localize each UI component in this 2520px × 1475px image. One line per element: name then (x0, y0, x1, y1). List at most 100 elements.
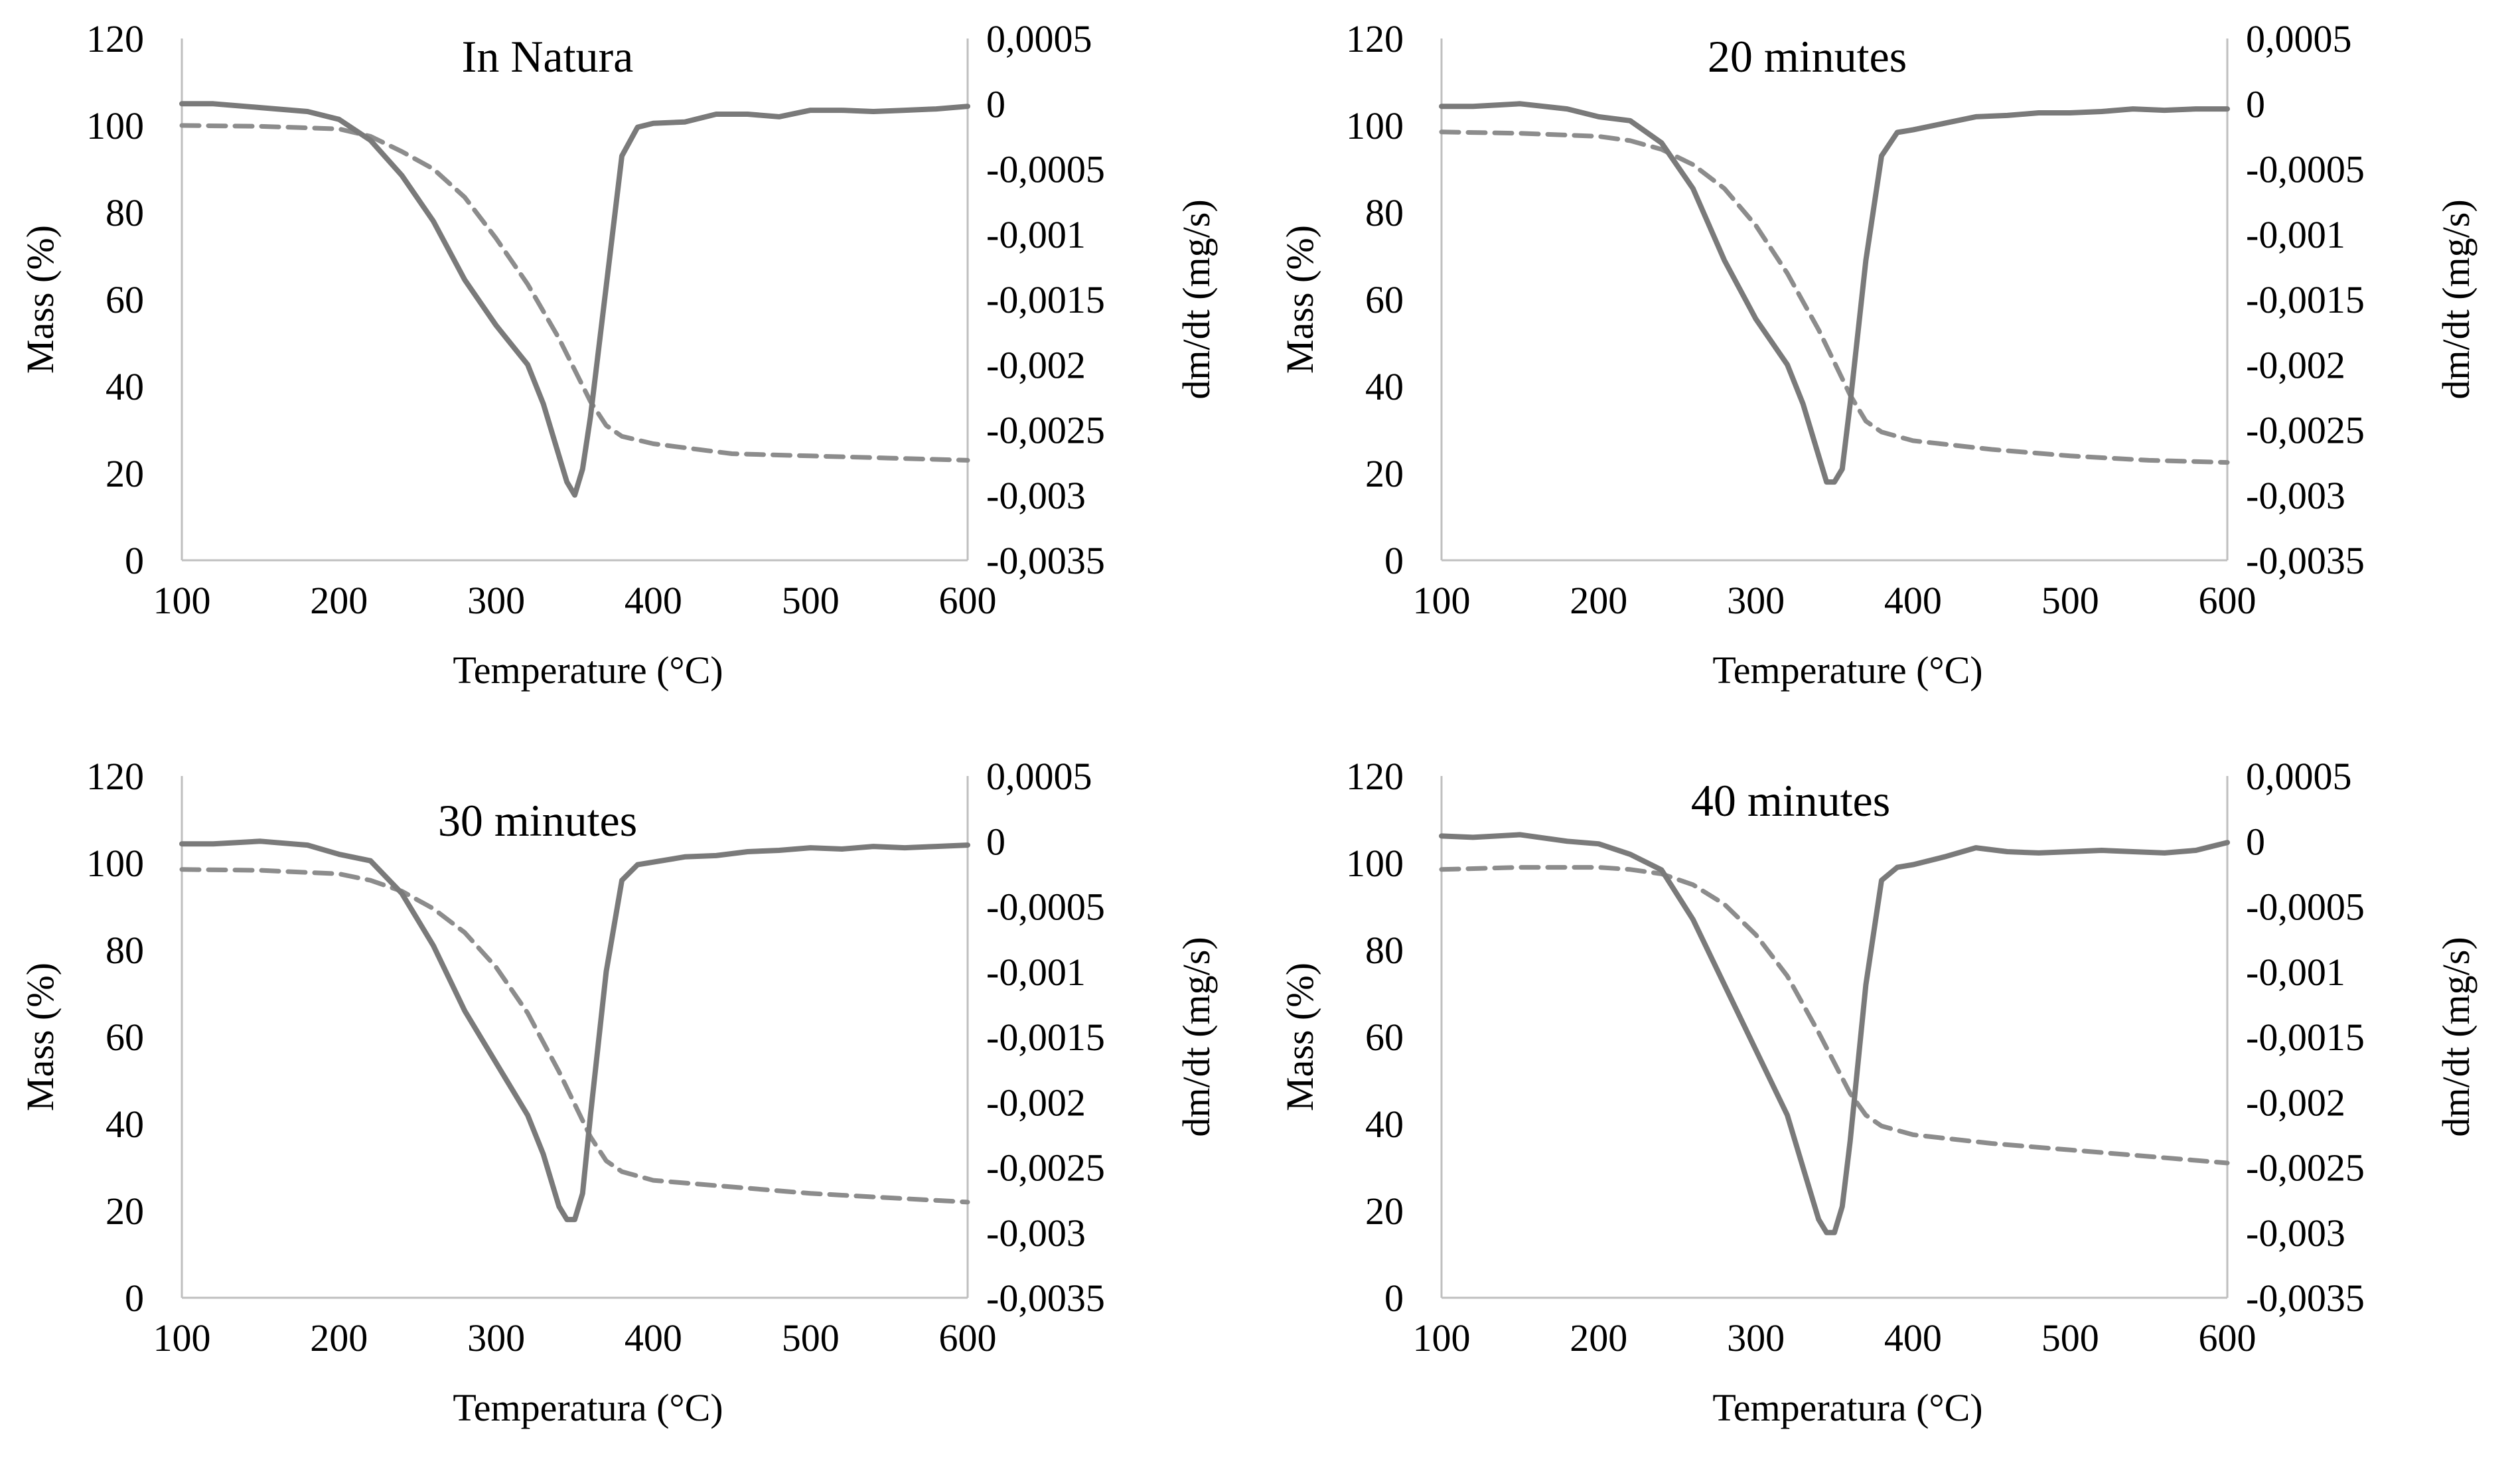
y-tick-label: 100 (1346, 104, 1404, 147)
x-axis-title: Temperature (°C) (1712, 649, 1982, 692)
dtg-series-line (1439, 832, 2230, 1235)
y2-tick-label: -0,002 (986, 343, 1086, 386)
y2-tick-label: -0,0015 (2246, 1016, 2365, 1059)
y2-tick-label: -0,001 (986, 213, 1086, 256)
x-axis-title: Temperatura (°C) (453, 1386, 723, 1429)
y2-tick-label: -0,003 (986, 474, 1086, 517)
x-axis-title: Temperature (°C) (453, 649, 723, 692)
y-tick-label: 100 (86, 104, 144, 147)
y-tick-label: 60 (106, 1016, 144, 1059)
y2-tick-label: -0,0035 (2246, 539, 2365, 582)
y2-tick-label: -0,001 (2246, 951, 2345, 994)
y-axis-title: Mass (%) (19, 963, 62, 1111)
y2-axis-title: dm/dt (mg/s) (2434, 199, 2478, 399)
y-tick-label: 20 (106, 452, 144, 495)
y2-tick-label: 0 (986, 820, 1005, 863)
chart-svg: 100 200 300 400 500 600 0 20 40 60 80 100 120 -0,0035… (19, 17, 1218, 692)
y2-tick-label: -0,002 (986, 1081, 1086, 1124)
y2-tick-label: -0,002 (2246, 1081, 2345, 1124)
chart-title: 20 minutes (1708, 31, 1907, 82)
dtg-series-line (179, 838, 970, 1223)
y2-tick-label: 0 (2246, 820, 2265, 863)
y2-tick-label: -0,0005 (2246, 886, 2365, 929)
y-tick-label: 20 (1365, 452, 1404, 495)
y-tick-label: 20 (1365, 1190, 1404, 1233)
y-tick-label: 120 (1346, 17, 1404, 60)
y-tick-label: 80 (1365, 929, 1404, 972)
y2-tick-label: 0 (2246, 82, 2265, 125)
mass-series-line (1439, 129, 2230, 465)
x-tick-label: 400 (1884, 1316, 1942, 1359)
y-tick-label: 60 (1365, 1016, 1404, 1059)
chart-panel-40-minutes: 100 200 300 400 500 600 0 20 40 60 80 100 120 -0,0035… (1260, 738, 2519, 1475)
x-tick-label: 100 (153, 579, 211, 622)
chart-panel-30-minutes: 100 200 300 400 500 600 0 20 40 60 80 100 120 -0,0035… (0, 738, 1260, 1475)
y-tick-label: 80 (106, 929, 144, 972)
y-tick-label: 100 (1346, 842, 1404, 885)
y2-tick-label: 0,0005 (986, 17, 1092, 60)
y-tick-label: 0 (1384, 539, 1404, 582)
chart-svg: 100 200 300 400 500 600 0 20 40 60 80 100 120 -0,0035… (1278, 755, 2478, 1429)
y-tick-label: 0 (125, 1277, 144, 1320)
x-tick-label: 200 (1570, 1316, 1627, 1359)
y-tick-label: 80 (106, 191, 144, 234)
y2-tick-label: -0,0025 (2246, 1146, 2365, 1190)
y2-tick-label: 0 (986, 82, 1005, 125)
y2-tick-label: -0,0005 (2246, 148, 2365, 191)
y-tick-label: 60 (1365, 278, 1404, 321)
chart-title: 40 minutes (1691, 775, 1890, 826)
mass-series-line (1439, 865, 2230, 1166)
y2-tick-label: -0,002 (2246, 343, 2345, 386)
x-tick-label: 500 (782, 1316, 840, 1359)
x-tick-label: 500 (782, 579, 840, 622)
y-tick-label: 40 (106, 365, 144, 408)
y2-tick-label: -0,001 (2246, 213, 2345, 256)
y-axis-title: Mass (%) (1278, 225, 1321, 374)
x-tick-label: 600 (939, 579, 997, 622)
y2-tick-label: -0,0005 (986, 886, 1105, 929)
y-axis-title: Mass (%) (19, 225, 62, 374)
x-axis-title: Temperatura (°C) (1712, 1386, 1982, 1429)
x-tick-label: 100 (1413, 1316, 1471, 1359)
chart-title: 30 minutes (438, 795, 637, 846)
y-tick-label: 120 (1346, 755, 1404, 798)
y-tick-label: 120 (86, 755, 144, 798)
x-tick-label: 100 (1413, 579, 1471, 622)
y-tick-label: 80 (1365, 191, 1404, 234)
chart-panel-20-minutes: 100 200 300 400 500 600 0 20 40 60 80 100 120 -0,0035… (1260, 0, 2519, 738)
y2-tick-label: -0,001 (986, 951, 1086, 994)
chart-svg: 100 200 300 400 500 600 0 20 40 60 80 100 120 -0,0035… (1278, 17, 2478, 692)
y2-tick-label: -0,0025 (2246, 409, 2365, 452)
y-axis-title: Mass (%) (1278, 963, 1321, 1111)
y-tick-label: 60 (106, 278, 144, 321)
y2-tick-label: -0,0005 (986, 148, 1105, 191)
y2-tick-label: -0,0025 (986, 1146, 1105, 1190)
y2-tick-label: -0,003 (986, 1211, 1086, 1255)
x-tick-label: 200 (310, 579, 368, 622)
x-tick-label: 300 (1727, 1316, 1785, 1359)
y-tick-label: 20 (106, 1190, 144, 1233)
y2-tick-label: -0,0035 (986, 1277, 1105, 1320)
x-tick-label: 600 (939, 1316, 997, 1359)
mass-series-line (179, 123, 970, 463)
dtg-series-line (179, 101, 970, 498)
x-tick-label: 600 (2199, 1316, 2257, 1359)
chart-panel-in-natura: 100 200 300 400 500 600 0 20 40 60 80 100 120 -0,0035… (0, 0, 1260, 738)
y-tick-label: 40 (106, 1103, 144, 1146)
x-tick-label: 200 (310, 1316, 368, 1359)
y2-tick-label: -0,0015 (2246, 278, 2365, 321)
y2-tick-label: -0,0025 (986, 409, 1105, 452)
chart-title: In Natura (462, 31, 634, 82)
x-tick-label: 500 (2041, 579, 2099, 622)
y2-tick-label: -0,0035 (986, 539, 1105, 582)
x-tick-label: 400 (625, 1316, 682, 1359)
x-tick-label: 100 (153, 1316, 211, 1359)
x-tick-label: 500 (2041, 1316, 2099, 1359)
y2-tick-label: 0,0005 (2246, 17, 2352, 60)
x-tick-label: 400 (625, 579, 682, 622)
chart-svg: 100 200 300 400 500 600 0 20 40 60 80 100 120 -0,0035… (19, 755, 1218, 1429)
y2-tick-label: -0,003 (2246, 474, 2345, 517)
y-tick-label: 120 (86, 17, 144, 60)
y2-axis-title: dm/dt (mg/s) (2434, 937, 2478, 1136)
